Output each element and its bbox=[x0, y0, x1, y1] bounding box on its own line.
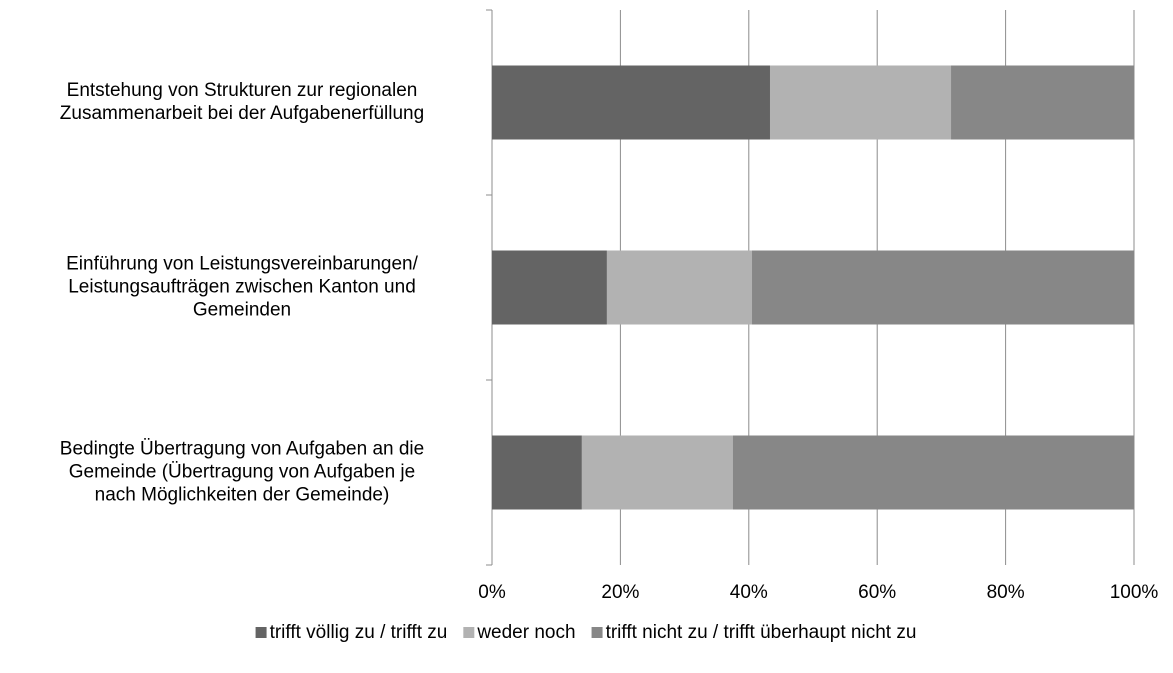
x-tick-label: 60% bbox=[858, 582, 896, 603]
bar-segment bbox=[769, 65, 952, 140]
bar-segment bbox=[492, 435, 582, 510]
x-tick-label: 80% bbox=[987, 582, 1025, 603]
legend-label: trifft völlig zu / trifft zu bbox=[270, 622, 448, 643]
category-label: Gemeinden bbox=[193, 300, 291, 321]
x-tick-label: 100% bbox=[1110, 582, 1159, 603]
bar-segment bbox=[606, 250, 753, 325]
bar-segment bbox=[732, 435, 1134, 510]
category-label: nach Möglichkeiten der Gemeinde) bbox=[95, 485, 390, 506]
legend-swatch bbox=[463, 627, 475, 638]
category-label: Leistungsaufträgen zwischen Kanton und bbox=[68, 277, 416, 298]
category-label: Gemeinde (Übertragung von Aufgaben je bbox=[69, 462, 415, 483]
legend-swatch bbox=[591, 627, 603, 638]
x-tick-label: 40% bbox=[730, 582, 768, 603]
x-tick-label: 20% bbox=[601, 582, 639, 603]
legend-label: weder noch bbox=[476, 622, 575, 643]
bar-segment bbox=[951, 65, 1134, 140]
bar-segment bbox=[752, 250, 1134, 325]
category-label: Bedingte Übertragung von Aufgaben an die bbox=[60, 439, 424, 460]
bar-segment bbox=[492, 250, 607, 325]
category-label: Einführung von Leistungsvereinbarungen/ bbox=[66, 254, 418, 275]
bar-segment bbox=[581, 435, 733, 510]
category-label: Entstehung von Strukturen zur regionalen bbox=[67, 80, 418, 101]
legend-label: trifft nicht zu / trifft überhaupt nicht… bbox=[606, 622, 917, 643]
legend-swatch bbox=[255, 627, 267, 638]
category-label: Zusammenarbeit bei der Aufgabenerfüllung bbox=[60, 103, 424, 124]
x-tick-label: 0% bbox=[478, 582, 506, 603]
bar-segment bbox=[492, 65, 770, 140]
